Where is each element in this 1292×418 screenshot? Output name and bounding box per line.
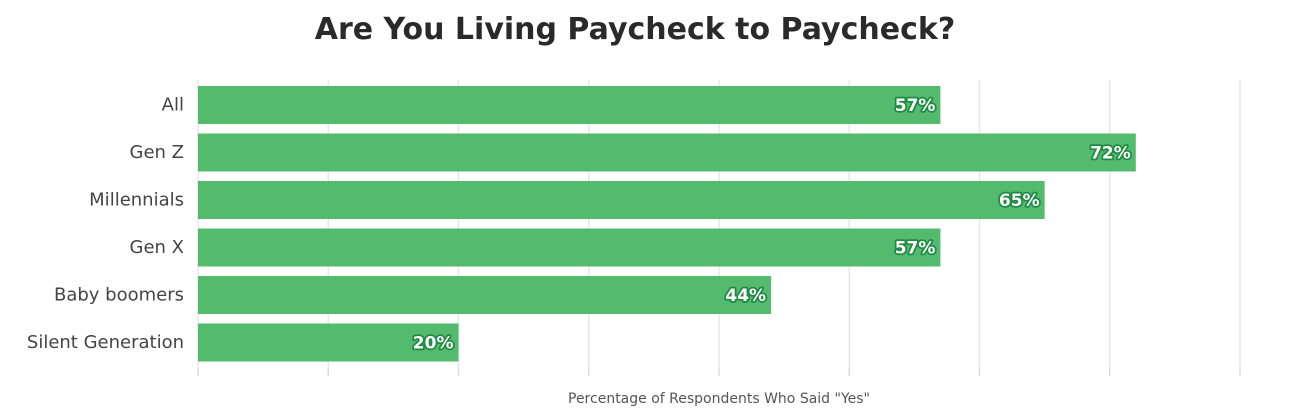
category-label: Silent Generation xyxy=(27,332,184,353)
bar xyxy=(198,228,941,267)
bar xyxy=(198,276,772,314)
category-label: All xyxy=(162,95,184,116)
bar xyxy=(198,133,1136,172)
bar xyxy=(198,181,1045,219)
x-axis-title: Percentage of Respondents Who Said "Yes" xyxy=(568,391,870,407)
category-label: Gen X xyxy=(130,237,184,258)
data-label: 72% xyxy=(1090,144,1131,164)
data-label: 20% xyxy=(413,334,454,354)
data-label: 57% xyxy=(895,96,936,116)
data-label: 57% xyxy=(895,239,936,259)
data-label: 44% xyxy=(725,286,766,306)
category-label: Gen Z xyxy=(130,142,184,163)
chart-title: Are You Living Paycheck to Paycheck? xyxy=(314,12,956,47)
category-label: Baby boomers xyxy=(54,285,184,306)
bar xyxy=(198,86,941,124)
data-label: 65% xyxy=(999,191,1040,211)
bar xyxy=(198,323,459,362)
category-label: Millennials xyxy=(89,190,184,211)
